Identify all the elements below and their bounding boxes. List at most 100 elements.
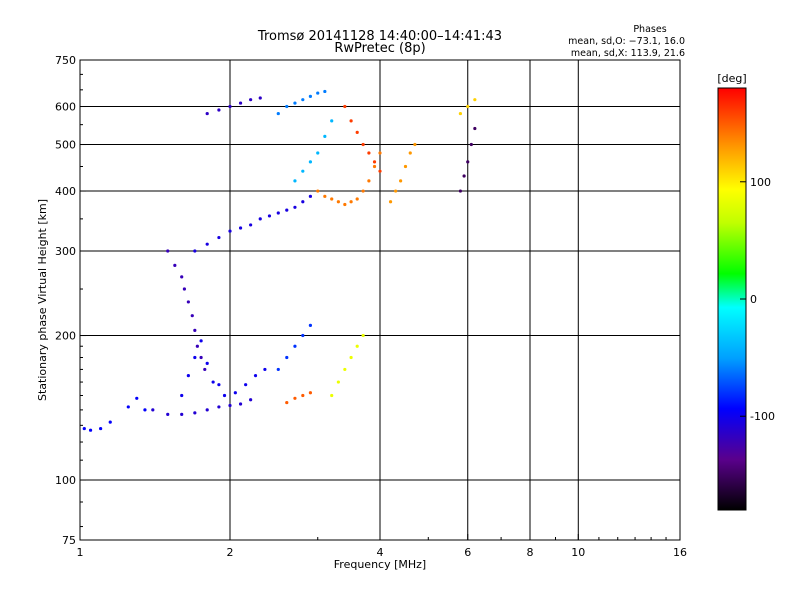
data-point	[355, 130, 359, 134]
data-point	[473, 98, 477, 102]
phases-info: Phases mean, sd,O: −73.1, 16.0 mean, sd,…	[568, 24, 685, 59]
colorbar-tick-label: 100	[750, 176, 771, 189]
data-point	[82, 426, 86, 431]
data-point	[217, 405, 221, 409]
data-point	[205, 408, 209, 412]
data-point	[267, 214, 272, 218]
data-point	[186, 300, 190, 304]
data-point	[301, 98, 305, 102]
y-tick-label: 500	[55, 139, 76, 152]
colorbar-tick-label: 0	[750, 293, 757, 306]
phases-info-title: Phases	[633, 24, 666, 35]
data-point	[378, 169, 382, 173]
data-point	[293, 101, 297, 105]
data-point	[458, 111, 463, 116]
data-point	[199, 355, 203, 360]
data-point	[180, 412, 184, 417]
data-point	[336, 380, 340, 384]
data-point	[88, 428, 93, 432]
data-point	[182, 287, 186, 291]
data-point	[330, 393, 334, 398]
data-point	[258, 96, 262, 100]
data-point	[193, 411, 197, 415]
x-tick-label: 10	[571, 546, 585, 559]
data-point	[151, 408, 155, 412]
data-point	[336, 200, 340, 204]
data-point	[228, 403, 232, 408]
data-point	[276, 211, 280, 215]
x-tick-label: 16	[673, 546, 687, 559]
data-point	[222, 393, 227, 398]
data-point	[388, 200, 393, 204]
data-point	[378, 151, 382, 155]
data-point	[349, 200, 353, 204]
y-tick-label: 200	[55, 330, 76, 343]
phases-info-o-mode: mean, sd,O: −73.1, 16.0	[568, 36, 685, 47]
data-point	[466, 160, 470, 164]
data-point	[276, 367, 280, 372]
data-point	[399, 179, 403, 183]
y-axis-label: Stationary phase Virtual Height [km]	[36, 199, 49, 401]
data-point	[238, 101, 243, 105]
data-point	[253, 374, 258, 378]
data-point	[285, 104, 289, 109]
grid-lines	[80, 60, 680, 540]
data-point	[466, 104, 470, 109]
data-point	[238, 226, 243, 230]
data-point	[330, 119, 334, 123]
data-point	[180, 275, 184, 279]
data-point	[285, 400, 289, 405]
data-point	[413, 142, 417, 147]
data-point	[190, 314, 194, 318]
data-point	[193, 249, 197, 253]
data-point	[316, 151, 320, 155]
y-axis-ticks: 75 100 200 300 400 500 600 750	[55, 54, 86, 547]
data-point	[99, 426, 103, 431]
data-point	[323, 194, 327, 198]
data-point	[228, 104, 232, 109]
data-point	[308, 94, 313, 98]
x-tick-label: 2	[227, 546, 234, 559]
data-point	[293, 396, 297, 400]
data-point	[301, 393, 305, 398]
chart-title: Tromsø 20141128 14:40:00–14:41:43	[257, 29, 502, 44]
data-point	[276, 111, 280, 116]
data-point	[355, 197, 359, 201]
data-point	[308, 160, 313, 164]
data-point	[180, 393, 184, 398]
x-axis-ticks: 1 2 4 6 8 10 16	[77, 534, 687, 559]
colorbar: [deg] 100 0 -100	[717, 72, 775, 511]
data-point	[285, 208, 289, 212]
data-point	[473, 126, 477, 131]
data-point	[367, 179, 371, 183]
data-point	[367, 151, 371, 155]
y-tick-label: 100	[55, 474, 76, 487]
data-points	[82, 89, 477, 432]
data-point	[199, 339, 203, 343]
data-point	[263, 367, 267, 372]
data-point	[372, 164, 377, 169]
data-point	[355, 344, 359, 348]
phases-info-x-mode: mean, sd,X: 113.9, 21.6	[571, 48, 685, 59]
colorbar-label: [deg]	[717, 72, 746, 85]
x-tick-label: 4	[377, 546, 384, 559]
data-point	[394, 189, 398, 193]
data-point	[193, 355, 197, 360]
data-point	[203, 367, 207, 372]
data-point	[205, 361, 209, 365]
data-point	[143, 408, 147, 412]
data-point	[349, 119, 353, 123]
data-point	[186, 374, 190, 378]
data-point	[323, 89, 327, 94]
data-point	[361, 189, 365, 193]
data-point	[408, 151, 412, 155]
data-point	[126, 405, 130, 409]
data-point	[205, 111, 209, 116]
data-point	[166, 412, 170, 417]
data-point	[343, 104, 347, 109]
data-point	[217, 108, 221, 112]
colorbar-tick-label: -100	[750, 410, 775, 423]
data-point	[308, 391, 313, 395]
data-point	[301, 169, 305, 173]
data-point	[301, 333, 305, 338]
